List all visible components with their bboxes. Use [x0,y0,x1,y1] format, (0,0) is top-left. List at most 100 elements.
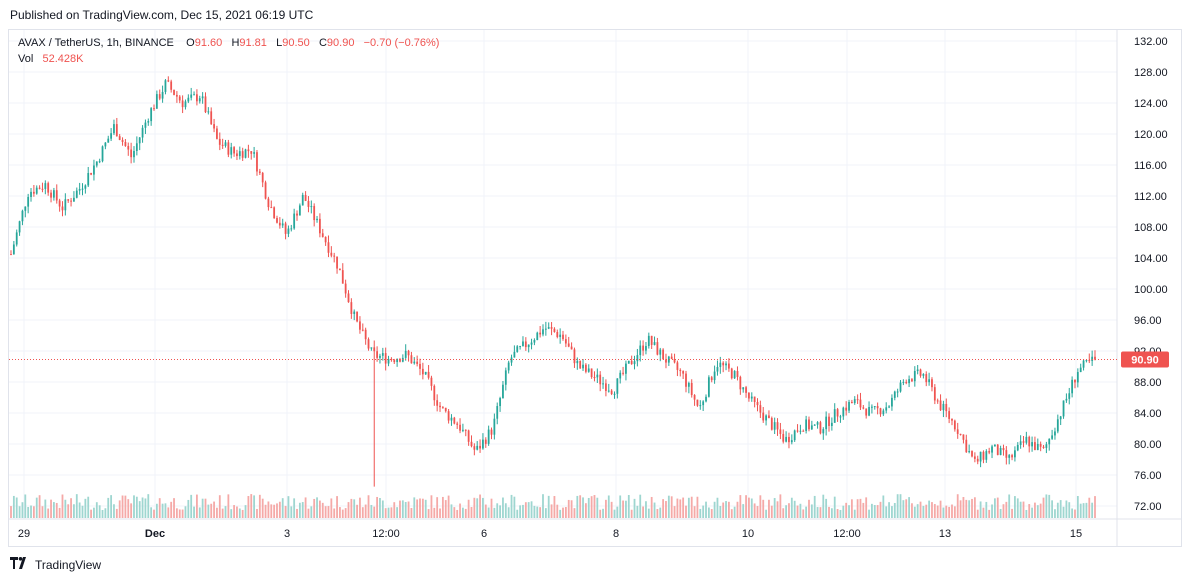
candle-body [55,190,58,201]
legend-open-value: 91.60 [194,37,223,49]
candle-body [973,456,976,459]
volume-bar [1088,497,1091,518]
candle-body [487,429,490,444]
candle-body [919,369,922,376]
y-tick-label: 132.00 [1134,36,1168,48]
candle-body [627,360,630,364]
candle-body [64,199,67,211]
volume-bar [856,499,859,518]
candle-body [170,81,173,90]
volume-bar [321,502,324,518]
candle-body [710,377,713,381]
candle-body [336,256,338,269]
volume-bar [802,509,805,518]
candle-body [1025,436,1028,443]
x-tick-label: 6 [481,528,487,540]
volume-bar [456,509,459,518]
candle-body [659,349,662,355]
candle-body [619,372,622,379]
candle-body [739,376,742,390]
volume-bar [55,502,58,518]
volume-bar [942,507,945,518]
candle-body [61,206,64,211]
candle-body [87,173,90,186]
volume-bar [373,506,376,518]
candle-body [959,433,962,435]
volume-bar [1016,498,1019,518]
legend-symbol[interactable]: AVAX / TetherUS, 1h, BINANCE [18,37,174,49]
volume-bar [470,507,473,518]
candle-body [908,379,910,384]
candle-body [713,371,716,381]
volume-bar [493,507,496,518]
candle-body [321,233,324,237]
candle-body [559,334,562,337]
volume-bar [596,497,599,518]
candle-body [779,429,782,434]
volume-bar [891,506,893,518]
candle-body [524,341,527,348]
candle-body [1034,442,1036,450]
candle-body [825,416,828,430]
volume-bar [316,497,318,518]
candle-body [421,368,424,375]
volume-bar [413,497,416,518]
volume-bar [696,496,699,518]
candle-body [573,349,576,364]
volume-bar [216,507,218,518]
volume-bar [396,507,399,518]
candle-body [107,138,110,143]
volume-bar [773,498,776,518]
volume-bar [284,505,287,518]
volume-bar [850,499,853,518]
candle-body [848,401,850,411]
footer-brand[interactable]: TradingView [35,557,102,572]
volume-bar [916,504,919,518]
chart-pane[interactable] [8,29,1182,547]
candle-body [250,151,253,154]
candle-body [679,369,682,372]
volume-bar [93,507,95,518]
candle-body [553,328,556,333]
candle-body [768,415,770,419]
volume-bar [376,496,379,518]
last-price-label: 90.90 [1131,355,1159,367]
candle-body [424,371,427,375]
tradingview-logo-icon[interactable] [10,557,30,572]
volume-bar [673,506,676,518]
candle-body [482,439,484,449]
volume-bar [868,509,870,518]
candle-body [650,335,653,345]
volume-bar [476,498,479,518]
volume-bar [610,501,613,518]
candle-body [888,406,890,408]
candle-body [788,436,790,443]
volume-bar [138,501,141,518]
candle-body [244,149,247,158]
volume-bar [693,506,696,518]
y-tick-label: 128.00 [1134,67,1168,79]
volume-bar [776,501,779,518]
volume-bar [164,503,167,518]
candle-body [916,369,919,372]
volume-bar [579,495,582,518]
candle-body [436,400,439,406]
volume-bar [193,506,195,518]
candle-body [902,381,905,383]
volume-bar [1039,503,1042,518]
candle-body [948,411,951,419]
volume-bar [233,505,235,518]
candle-body [58,200,61,207]
candle-body [1071,379,1074,394]
candle-body [633,361,636,365]
candle-body [281,223,284,226]
volume-bar [605,499,607,518]
volume-bar [745,495,747,518]
volume-bar [230,509,233,518]
candle-body [613,393,616,395]
volume-bar [258,494,261,518]
volume-bar [1056,502,1059,518]
volume-bar [919,501,922,518]
y-tick-label: 96.00 [1134,315,1162,327]
